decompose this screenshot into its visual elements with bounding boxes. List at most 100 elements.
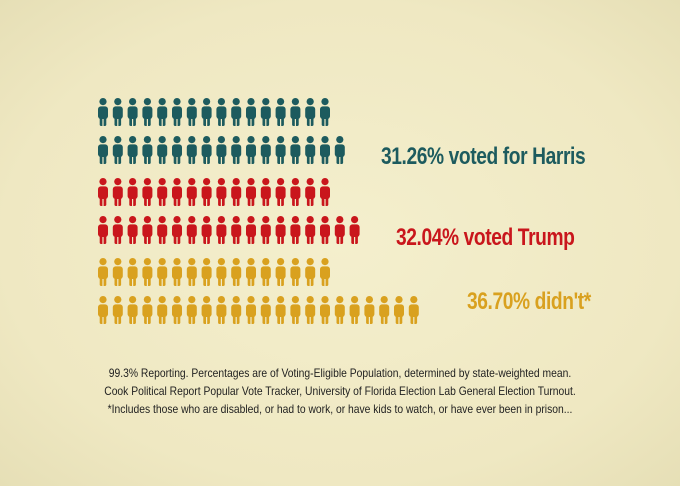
person-icon-didnt-vote (142, 296, 153, 325)
person-icon-didnt-vote (334, 296, 345, 325)
person-icon-trump (260, 216, 271, 245)
person-icon-didnt-vote (98, 296, 108, 325)
person-icon-trump (142, 178, 153, 207)
person-icon-harris (142, 136, 153, 165)
person-icon-harris (172, 136, 182, 165)
person-icon-didnt-vote (408, 296, 419, 325)
person-icon-didnt-vote (260, 296, 271, 325)
person-icon-didnt-vote (112, 258, 123, 287)
person-icon-harris (157, 98, 168, 127)
person-icon-trump (157, 216, 168, 245)
person-icon-didnt-vote (320, 258, 330, 287)
person-icon-harris (320, 98, 330, 127)
person-icon-trump (260, 178, 271, 207)
label-didnt-vote: 36.70% didn't* (467, 288, 591, 315)
person-icon-didnt-vote (246, 296, 256, 325)
person-icon-didnt-vote (394, 296, 404, 325)
person-icon-trump (186, 178, 197, 207)
person-icon-harris (112, 136, 123, 165)
person-icon-didnt-vote (320, 296, 330, 325)
person-icon-trump (246, 178, 256, 207)
person-icon-harris (98, 136, 108, 165)
person-icon-trump (305, 178, 316, 207)
person-icon-trump (112, 216, 123, 245)
person-icon-harris (112, 98, 123, 127)
person-icon-didnt-vote (201, 296, 212, 325)
footnote-sources: Cook Political Report Popular Vote Track… (104, 384, 576, 398)
person-icon-harris (172, 98, 182, 127)
person-icon-trump (172, 216, 182, 245)
person-icon-harris (216, 136, 227, 165)
person-icon-didnt-vote (231, 258, 242, 287)
person-icon-trump (186, 216, 197, 245)
person-icon-harris (260, 136, 271, 165)
person-icon-harris (127, 98, 138, 127)
person-icon-harris (305, 136, 316, 165)
person-icon-didnt-vote (172, 258, 182, 287)
person-icon-trump (334, 216, 345, 245)
person-icon-didnt-vote (379, 296, 390, 325)
person-icon-trump (305, 216, 316, 245)
person-icon-trump (157, 178, 168, 207)
person-icon-harris (157, 136, 168, 165)
person-icon-trump (201, 216, 212, 245)
person-icon-didnt-vote (127, 296, 138, 325)
person-icon-didnt-vote (201, 258, 212, 287)
person-icon-didnt-vote (275, 258, 286, 287)
person-icon-harris (98, 98, 108, 127)
footnote-asterisk: *Includes those who are disabled, or had… (107, 402, 573, 416)
person-icon-didnt-vote (364, 296, 375, 325)
person-icon-harris (142, 98, 153, 127)
person-icon-trump (112, 178, 123, 207)
person-icon-didnt-vote (231, 296, 242, 325)
person-icon-harris (231, 136, 242, 165)
person-icon-trump (290, 216, 301, 245)
person-icon-didnt-vote (157, 258, 168, 287)
person-icon-didnt-vote (216, 258, 227, 287)
person-icon-didnt-vote (157, 296, 168, 325)
person-icon-harris (127, 136, 138, 165)
person-icon-trump (320, 178, 330, 207)
person-icon-harris (275, 98, 286, 127)
person-icon-harris (290, 136, 301, 165)
person-icon-trump (290, 178, 301, 207)
person-icon-harris (201, 98, 212, 127)
person-icon-harris (334, 136, 345, 165)
person-icon-trump (142, 216, 153, 245)
person-icon-harris (275, 136, 286, 165)
footnote-reporting: 99.3% Reporting. Percentages are of Voti… (108, 366, 572, 380)
label-trump: 32.04% voted Trump (396, 224, 575, 251)
person-icon-harris (186, 136, 197, 165)
person-icon-didnt-vote (290, 258, 301, 287)
person-icon-didnt-vote (305, 258, 316, 287)
person-icon-trump (320, 216, 330, 245)
person-icon-didnt-vote (142, 258, 153, 287)
person-icon-didnt-vote (290, 296, 301, 325)
person-icon-harris (246, 98, 256, 127)
person-icon-trump (201, 178, 212, 207)
person-icon-didnt-vote (246, 258, 256, 287)
person-icon-harris (246, 136, 256, 165)
person-icon-harris (290, 98, 301, 127)
person-icon-harris (216, 98, 227, 127)
person-icon-trump (127, 216, 138, 245)
person-icon-trump (231, 178, 242, 207)
person-icon-didnt-vote (127, 258, 138, 287)
person-icon-harris (201, 136, 212, 165)
person-icon-harris (186, 98, 197, 127)
person-icon-trump (98, 178, 108, 207)
person-icon-harris (260, 98, 271, 127)
person-icon-trump (246, 216, 256, 245)
person-icon-didnt-vote (216, 296, 227, 325)
person-icon-didnt-vote (186, 296, 197, 325)
person-icon-harris (305, 98, 316, 127)
person-icon-trump (216, 178, 227, 207)
person-icon-didnt-vote (349, 296, 360, 325)
person-icon-didnt-vote (275, 296, 286, 325)
person-icon-trump (275, 178, 286, 207)
person-icon-didnt-vote (172, 296, 182, 325)
person-icon-didnt-vote (98, 258, 108, 287)
person-icon-trump (275, 216, 286, 245)
